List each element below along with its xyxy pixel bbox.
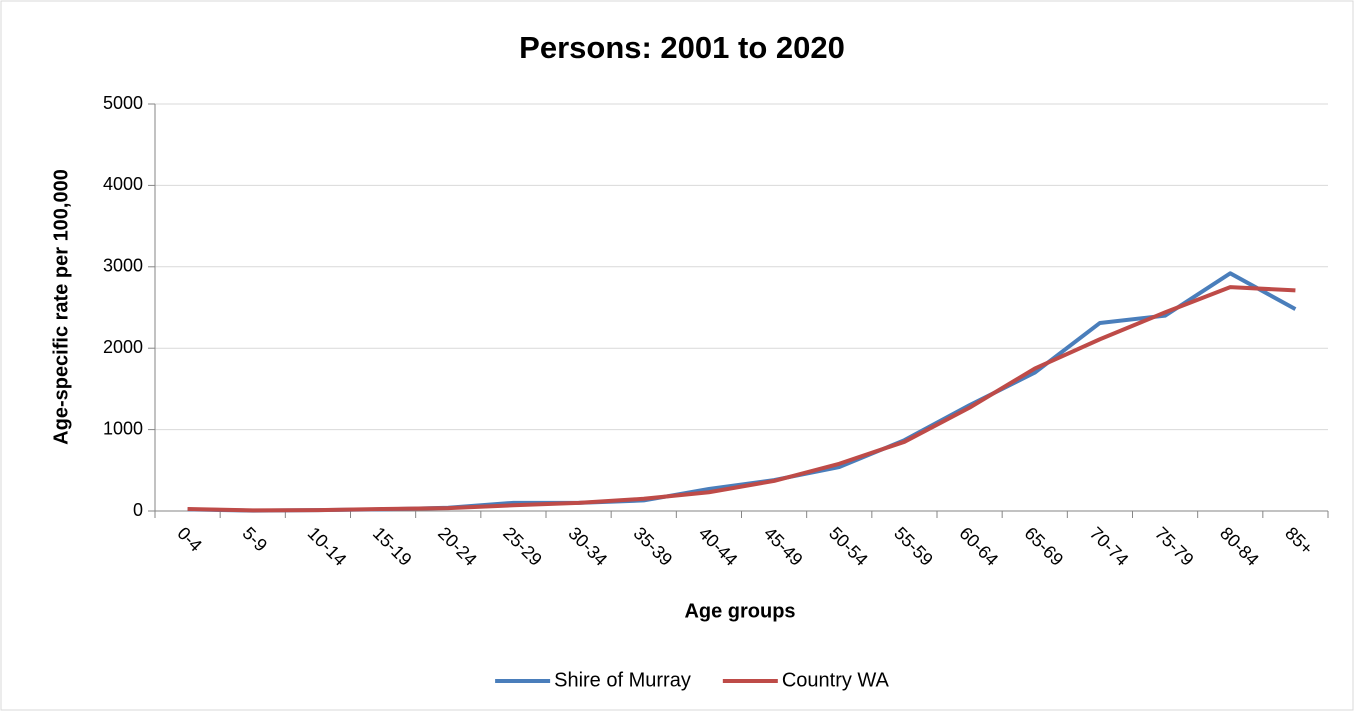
x-axis-label: Age groups	[684, 600, 795, 622]
y-tick-label: 5000	[103, 93, 143, 113]
y-axis-label: Age-specific rate per 100,000	[50, 169, 72, 445]
y-tick-label: 2000	[103, 337, 143, 357]
y-tick-label: 3000	[103, 256, 143, 276]
y-tick-label: 4000	[103, 174, 143, 194]
y-tick-label: 0	[133, 500, 143, 520]
legend-label: Shire of Murray	[554, 669, 691, 691]
series-line	[187, 285, 1296, 513]
y-tick-label: 1000	[103, 418, 143, 438]
legend-label: Country WA	[782, 669, 890, 691]
chart-title: Persons: 2001 to 2020	[519, 30, 845, 65]
